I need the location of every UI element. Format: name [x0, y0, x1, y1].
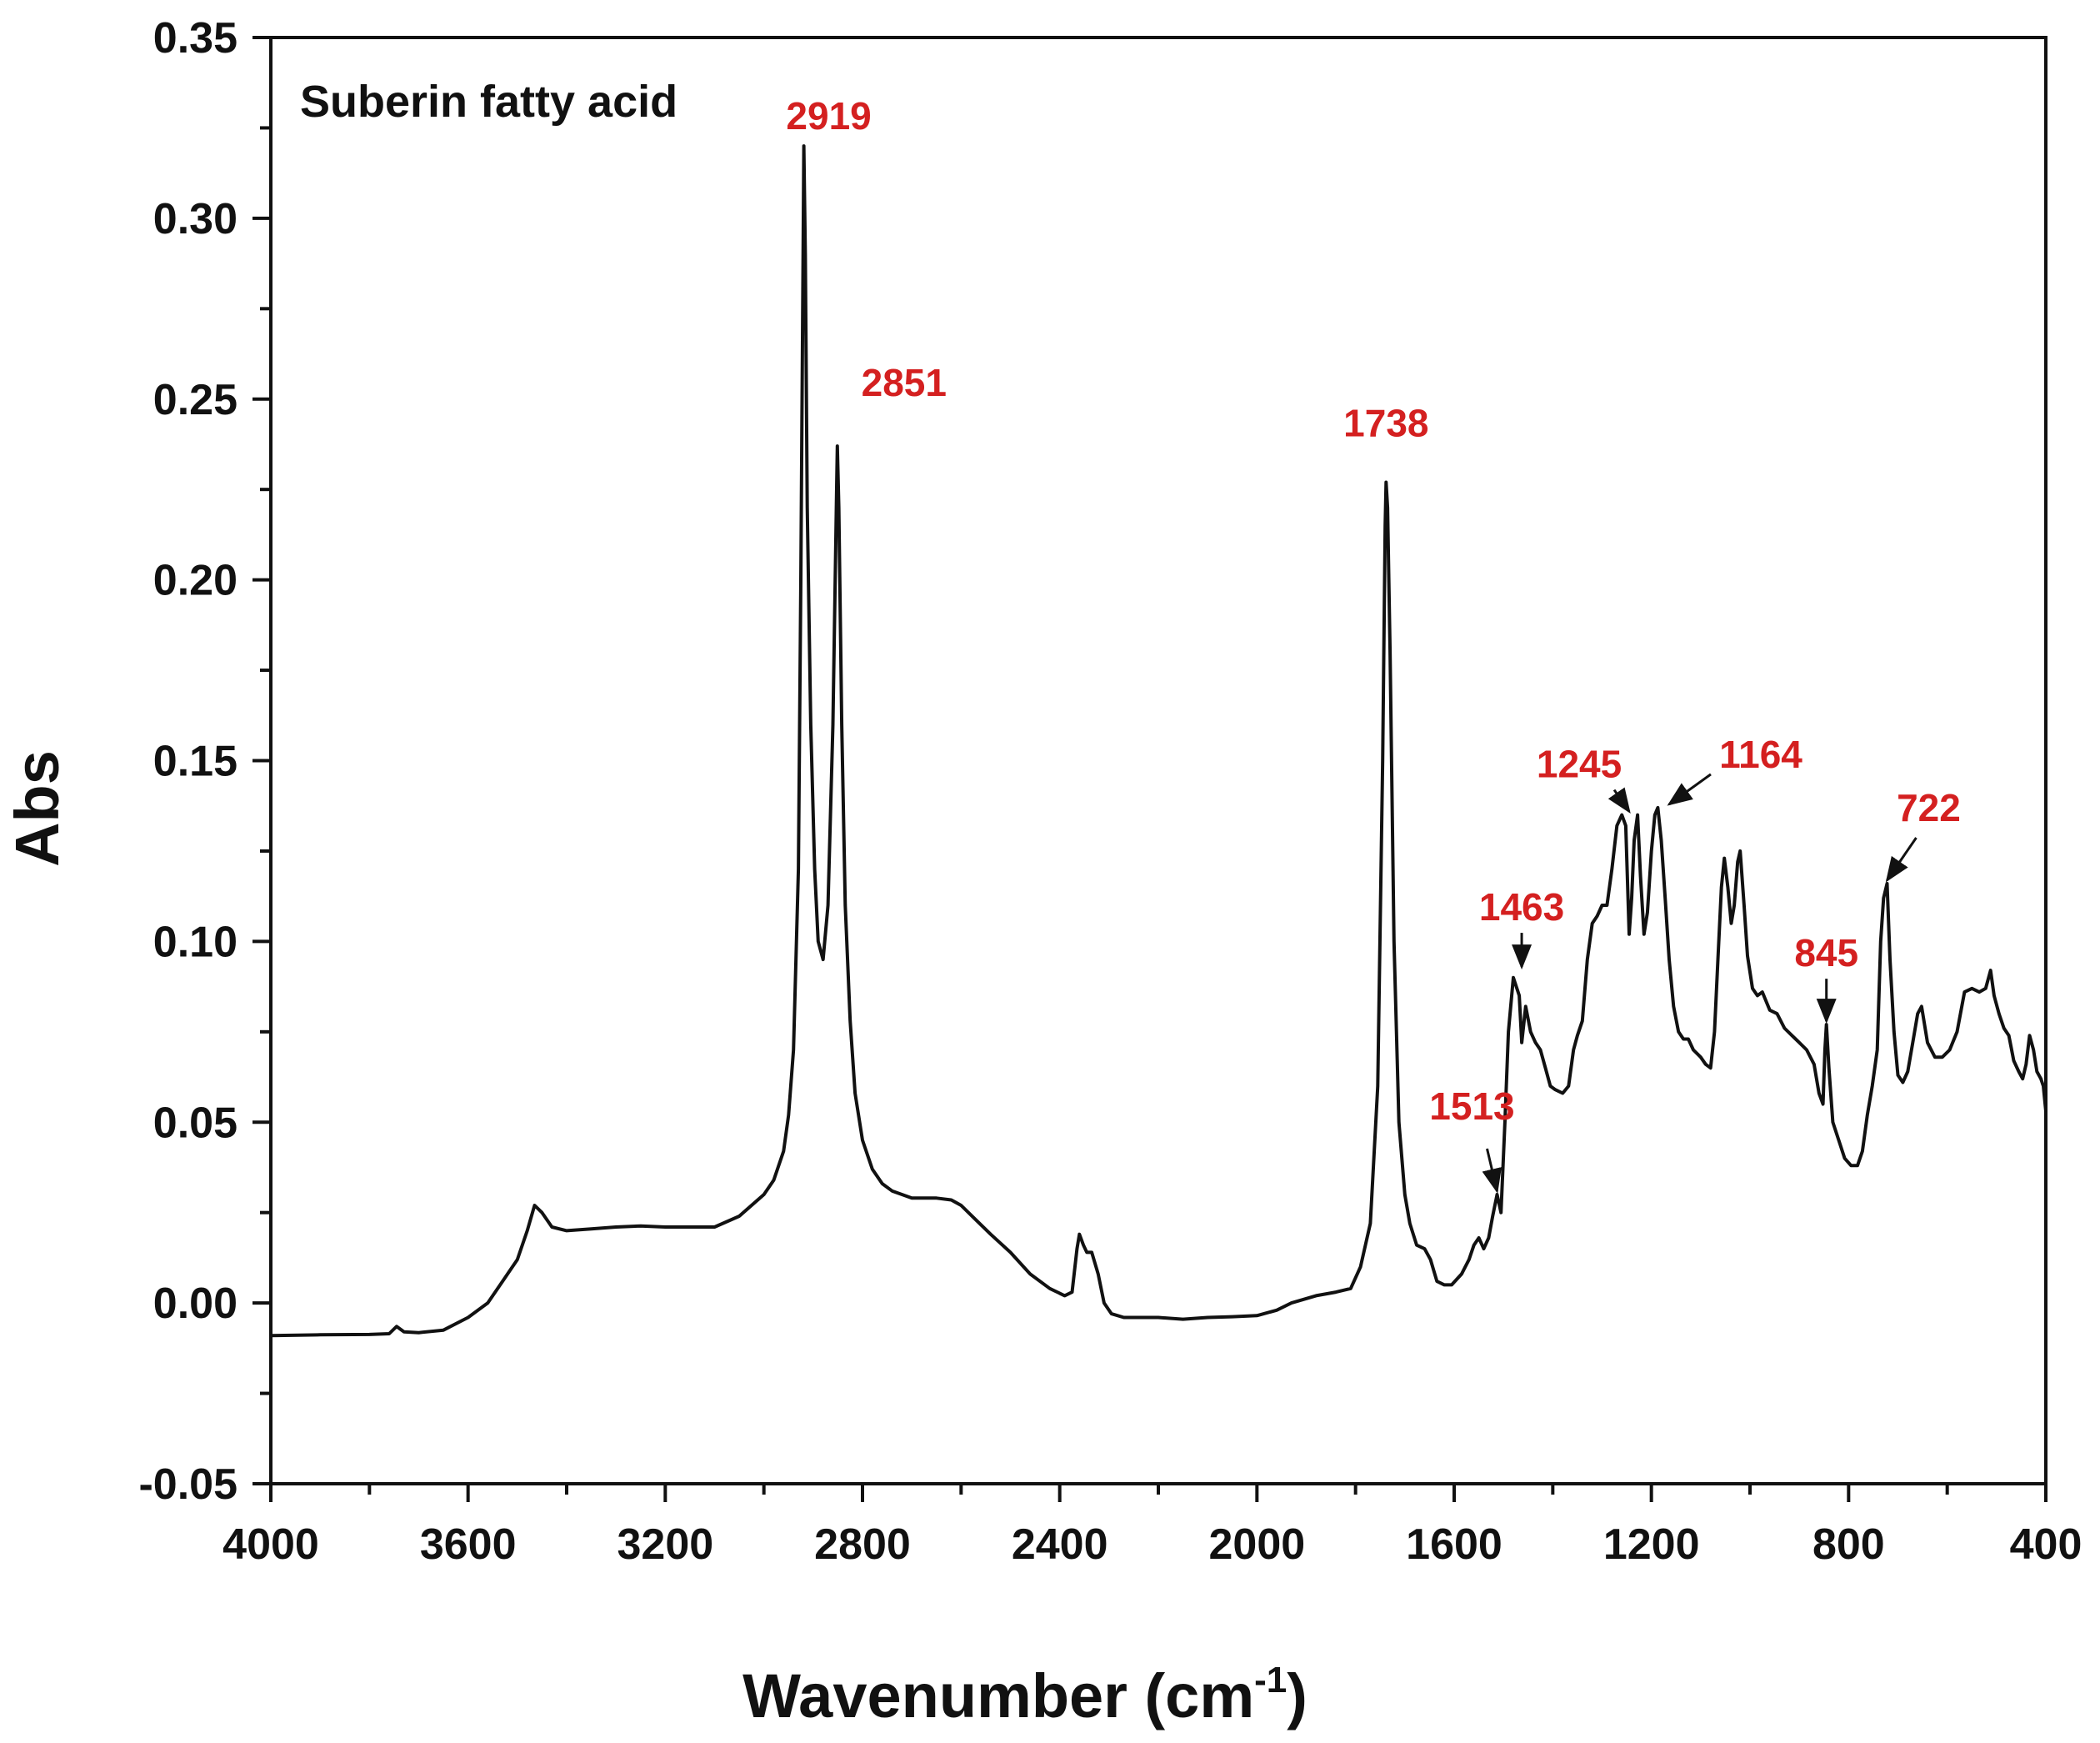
- y-tick-label-0.10: 0.10: [153, 918, 238, 966]
- peak-label-1738: 1738: [1343, 402, 1428, 445]
- chart-title: Suberin fatty acid: [300, 77, 678, 127]
- peak-label-1164: 1164: [1719, 733, 1802, 776]
- x-axis-title-main: Wavenumber (cm: [742, 1661, 1254, 1730]
- x-tick-label-1200: 1200: [1603, 1520, 1700, 1569]
- x-tick-label-3200: 3200: [617, 1520, 713, 1569]
- x-axis-ticks: [269, 1484, 2048, 1502]
- x-axis-tick-labels: 4000 3600 3200 2800 2400 2000 1600 1200 800 400: [222, 1520, 2082, 1569]
- x-tick-label-1600: 1600: [1406, 1520, 1502, 1569]
- y-tick-label-0.00: 0.00: [153, 1280, 238, 1328]
- peak-label-845: 845: [1794, 931, 1858, 974]
- x-tick-label-3600: 3600: [420, 1520, 517, 1569]
- peak-arrow-1164: [1667, 773, 1712, 806]
- y-tick-label-0.15: 0.15: [153, 738, 238, 786]
- x-tick-label-2000: 2000: [1208, 1520, 1305, 1569]
- peak-label-722: 722: [1897, 786, 1961, 829]
- peak-arrow-1513: [1482, 1148, 1502, 1194]
- peak-label-1245: 1245: [1537, 743, 1622, 786]
- peak-label-1463: 1463: [1479, 885, 1564, 929]
- x-axis-title-close: ): [1287, 1661, 1308, 1730]
- series-line-suberin-fatty-acid: [270, 144, 2048, 1338]
- y-axis-title: Abs: [2, 750, 72, 867]
- x-axis-title-superscript: -1: [1254, 1660, 1287, 1700]
- peak-arrow-722: [1885, 837, 1918, 883]
- x-tick-label-2800: 2800: [814, 1520, 911, 1569]
- peak-annotations: 2919 2851 1738 1513 1463 1245 1164 845 722: [786, 94, 1961, 1194]
- y-tick-label-0.20: 0.20: [153, 557, 238, 605]
- x-tick-label-4000: 4000: [222, 1520, 319, 1569]
- y-tick-label-0.25: 0.25: [153, 376, 238, 424]
- y-axis-tick-labels: -0.05 0.00 0.05 0.10 0.15 0.20 0.25 0.30 0.35: [138, 14, 238, 1509]
- y-tick-label--0.05: -0.05: [138, 1460, 238, 1509]
- peak-label-1513: 1513: [1429, 1084, 1514, 1128]
- x-tick-label-2400: 2400: [1012, 1520, 1108, 1569]
- x-axis-title: Wavenumber (cm-1): [742, 1660, 1308, 1730]
- peak-arrow-1245: [1608, 787, 1631, 814]
- y-axis-ticks: [252, 36, 271, 1485]
- x-tick-label-800: 800: [1812, 1520, 1885, 1569]
- y-tick-label-0.05: 0.05: [153, 1099, 238, 1147]
- x-tick-label-400: 400: [2010, 1520, 2082, 1569]
- peak-label-2919: 2919: [786, 94, 871, 138]
- y-tick-label-0.35: 0.35: [153, 14, 238, 63]
- peak-label-2851: 2851: [862, 361, 947, 404]
- y-tick-label-0.30: 0.30: [153, 195, 238, 243]
